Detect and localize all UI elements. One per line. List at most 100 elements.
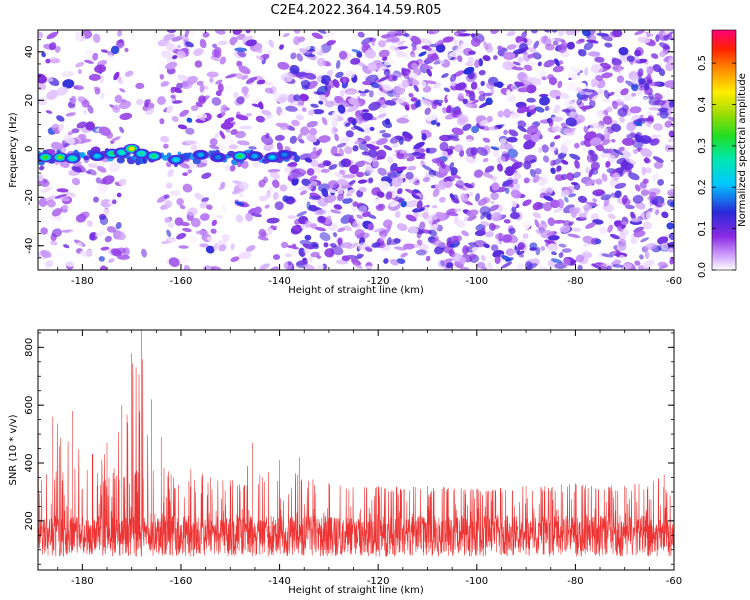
spectrogram-cell <box>550 258 563 264</box>
spectrogram-cell <box>584 179 596 187</box>
spectrogram-cell <box>92 196 100 203</box>
spectrogram-cell <box>551 126 562 133</box>
spectrogram-cell <box>511 66 525 71</box>
spectrogram-cell <box>572 171 581 179</box>
spectrogram-cell <box>326 96 334 102</box>
spectrogram-cell <box>364 127 371 134</box>
spectrogram-cell <box>38 165 45 171</box>
spectrogram-cell <box>251 212 262 218</box>
spectrogram-cell <box>648 92 654 100</box>
spectrogram-cell <box>76 121 87 129</box>
spectrogram-cell <box>482 137 491 143</box>
spectrogram-cell <box>354 139 364 145</box>
spectrogram-cell <box>306 134 318 143</box>
spectrogram-cell <box>233 91 239 99</box>
spectrogram-cell <box>517 87 531 93</box>
spectrogram-cell <box>351 94 359 99</box>
spectrogram-cell <box>466 215 477 222</box>
spectrogram-cell <box>502 60 514 71</box>
spectrogram-cell <box>276 142 283 152</box>
spectrogram-cell <box>395 96 407 104</box>
spectrogram-cell <box>449 193 455 200</box>
spectrogram-cell <box>352 220 362 229</box>
x-tick-label: -60 <box>666 276 682 287</box>
spectrogram-cell <box>75 31 81 41</box>
spectrogram-cell <box>585 201 599 207</box>
spectrogram-cell <box>653 161 664 169</box>
spectrogram-cell <box>628 172 640 181</box>
spectrogram-cell <box>443 87 451 93</box>
spectrogram-cell <box>380 230 390 236</box>
spectrogram-cell <box>87 168 97 176</box>
spectrogram-cell <box>337 104 346 114</box>
spectrogram-cell <box>590 63 604 74</box>
spectrogram-cell <box>455 219 466 228</box>
spectrogram-cell <box>378 85 384 92</box>
signal-peak <box>269 155 275 159</box>
spectrogram-cell <box>376 137 388 146</box>
spectrogram-cell <box>117 30 123 37</box>
spectrogram-cell <box>255 55 264 61</box>
spectrogram-cell <box>552 157 565 165</box>
spectrogram-cell <box>413 141 425 150</box>
spectrogram-cell <box>381 56 388 61</box>
spectrogram-cell <box>245 245 256 252</box>
spectrogram-cell <box>478 69 486 76</box>
spectrogram-cell <box>301 85 309 90</box>
spectrogram-cell <box>467 56 474 63</box>
spectrogram-cell <box>361 109 370 113</box>
y-tick-label: 800 <box>24 338 35 357</box>
spectrogram-cell <box>266 217 280 224</box>
spectrogram-cell <box>422 176 431 183</box>
spectrogram-cell <box>642 96 648 101</box>
spectrogram-cell <box>289 135 298 144</box>
spectrogram-cell <box>547 217 556 227</box>
spectrogram-cell <box>199 243 209 248</box>
spectrogram-cell <box>328 79 335 88</box>
spectrogram-cell <box>293 30 301 34</box>
spectrogram-cell <box>257 48 263 54</box>
spectrogram-cell <box>639 181 647 189</box>
spectrogram-cell <box>80 138 92 143</box>
spectrogram-cell <box>287 261 293 266</box>
spectrogram-cell <box>601 253 614 258</box>
spectrogram-cell <box>242 35 253 43</box>
spectrogram-cell <box>398 137 404 145</box>
spectrogram-cell <box>614 182 627 189</box>
spectrogram-cell <box>298 138 305 144</box>
spectrogram-cell <box>100 199 112 208</box>
spectrogram-cell <box>516 263 523 270</box>
spectrogram-cell <box>394 211 401 218</box>
spectrogram-cell <box>245 39 257 47</box>
spectrogram-cell <box>590 161 600 171</box>
spectrogram-cell <box>349 164 359 175</box>
spectrogram-cell <box>236 60 243 67</box>
spectrogram-cell <box>220 104 228 113</box>
spectrogram-cell <box>662 30 674 36</box>
spectrogram-cell <box>640 237 650 243</box>
y-tick-label: 40 <box>24 45 35 58</box>
spectrogram-cell <box>257 235 269 241</box>
spectrogram-cell <box>199 201 208 209</box>
spectrogram-cell <box>537 61 542 67</box>
spectrogram-cell <box>287 215 297 219</box>
spectrogram-cell <box>529 168 536 178</box>
spectrogram-cell <box>362 254 370 259</box>
spectrogram-cell <box>406 78 420 86</box>
spectrogram-cell <box>540 246 546 251</box>
spectrogram-cell <box>369 126 375 132</box>
spectrogram-cell <box>353 125 365 132</box>
spectrogram-cell <box>287 248 300 257</box>
spectrogram-cell <box>611 264 624 268</box>
spectrogram-cell <box>378 108 387 115</box>
spectrogram-cell <box>470 37 481 47</box>
signal-band-cell <box>293 154 300 163</box>
spectrogram-cell <box>488 222 496 231</box>
spectrogram-cell <box>487 126 499 131</box>
spectrogram-cell <box>324 215 332 225</box>
spectrogram-cell <box>669 256 674 265</box>
spectrogram-cell <box>394 196 403 202</box>
x-tick-label: -100 <box>465 576 488 587</box>
y-tick-label: -40 <box>24 238 35 254</box>
spectrogram-cell <box>447 154 452 159</box>
